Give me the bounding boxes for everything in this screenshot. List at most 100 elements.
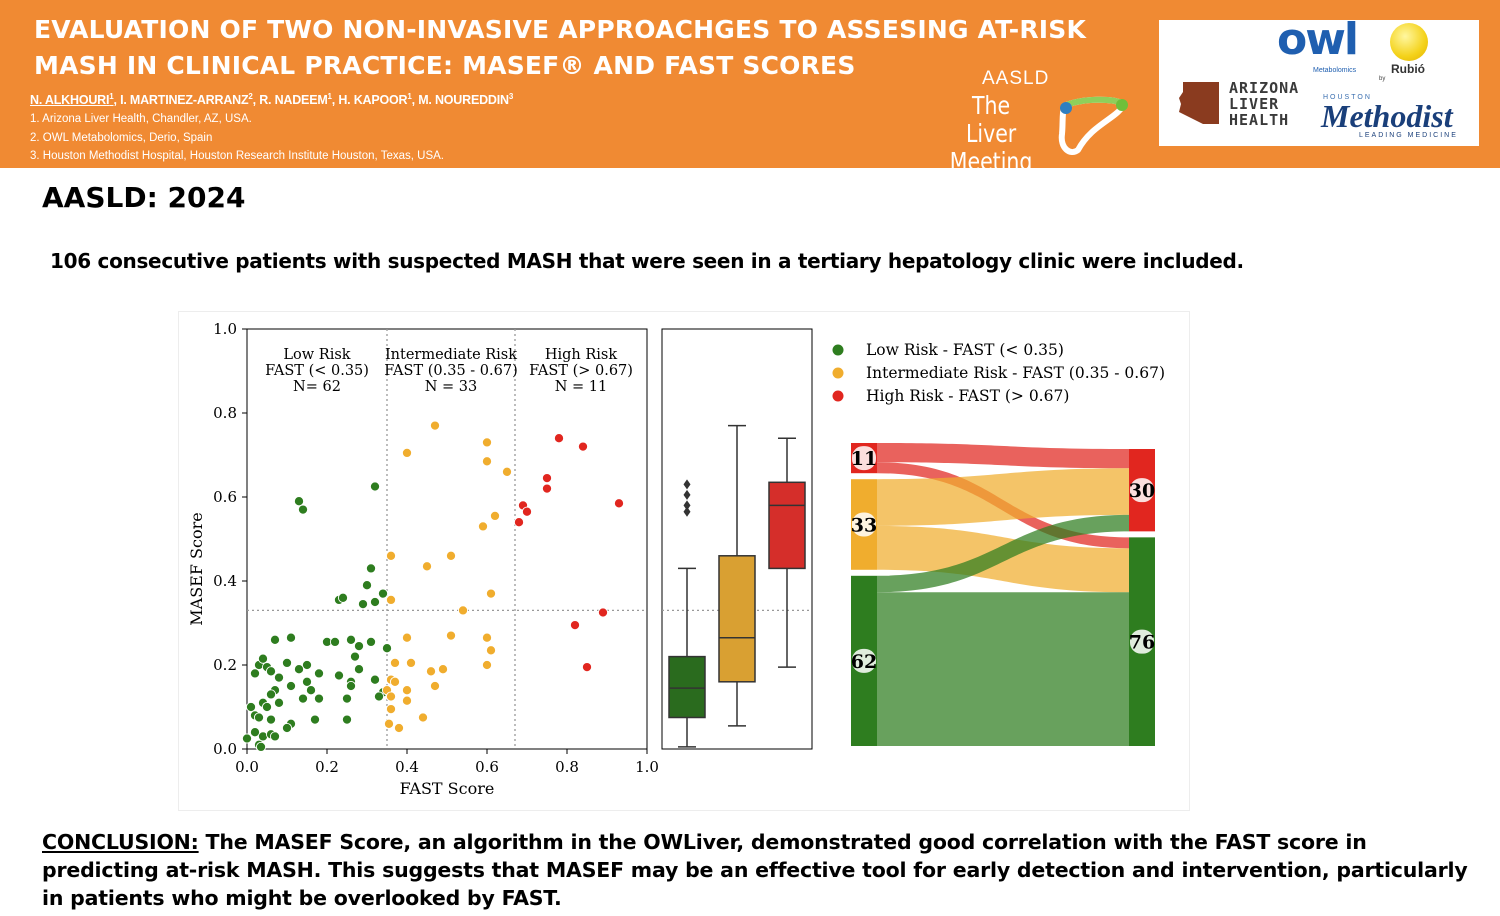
sankey-node-label: 76 xyxy=(1129,632,1155,654)
x-tick-label: 0.2 xyxy=(315,758,339,776)
sankey-flows xyxy=(877,443,1129,746)
scatter-point xyxy=(501,466,513,477)
scatter-point xyxy=(357,599,369,610)
scatter-point xyxy=(341,693,353,704)
y-axis-label: MASEF Score xyxy=(187,512,206,625)
sankey-node-label-bg xyxy=(1130,629,1154,654)
scatter-point xyxy=(261,701,273,713)
box-outlier xyxy=(683,489,691,500)
owl-subtitle: Metabolomics xyxy=(1313,67,1357,74)
series-low xyxy=(241,481,393,752)
author: R. NADEEM1 xyxy=(259,92,332,108)
scatter-point xyxy=(353,641,365,652)
scatter-point xyxy=(341,714,353,725)
affiliation: 3. Houston Methodist Hospital, Houston R… xyxy=(30,150,444,162)
region-label: FAST (0.35 - 0.67) xyxy=(384,363,518,379)
box-body xyxy=(718,555,756,683)
scatter-point xyxy=(597,607,609,618)
scatter-point xyxy=(401,685,413,696)
x-tick-label: 0.6 xyxy=(475,758,499,776)
scatter-point xyxy=(309,714,321,725)
conclusion: CONCLUSION: The MASEF Score, an algorith… xyxy=(42,828,1472,912)
scatter-point xyxy=(257,653,269,664)
scatter-point xyxy=(377,588,389,599)
region-label: Low Risk xyxy=(283,347,350,363)
region-label: N = 11 xyxy=(555,379,608,395)
scatter-point xyxy=(481,659,493,671)
rubio-logo-icon xyxy=(1390,23,1428,61)
series-high xyxy=(513,433,625,673)
region-label: N = 33 xyxy=(425,379,478,395)
poster-title: EVALUATION OF TWO NON-INVASIVE APPROACHG… xyxy=(34,15,1087,80)
sankey-flow xyxy=(877,443,1129,469)
sankey-node-label: 11 xyxy=(851,448,877,470)
legend-marker xyxy=(832,344,844,356)
scatter-point xyxy=(249,668,261,679)
scatter-point xyxy=(489,510,501,521)
x-tick-label: 0.4 xyxy=(395,758,419,776)
scatter-point xyxy=(425,666,437,677)
y-tick-label: 0.8 xyxy=(213,404,237,422)
scatter-frame xyxy=(246,328,648,750)
aasld-label: AASLD xyxy=(982,68,1050,89)
scatter-point xyxy=(365,636,377,647)
scatter-point xyxy=(389,676,401,687)
scatter-point xyxy=(437,664,449,675)
scatter-point xyxy=(457,605,469,616)
sankey-flow xyxy=(877,592,1129,746)
scatter-plot: 0.0 0.2 0.4 0.6 0.8 1.0 0.0 0.2 0.4 0.6 0.8 1.0 FAST… xyxy=(187,320,659,798)
owl-logo: owl xyxy=(1277,14,1359,65)
scatter-point xyxy=(569,620,581,631)
box-frame xyxy=(661,328,813,750)
scatter-point xyxy=(393,722,405,734)
figure-canvas: 0.0 0.2 0.4 0.6 0.8 1.0 0.0 0.2 0.4 0.6 0.8 1.0 FAST… xyxy=(187,320,1165,798)
scatter-point xyxy=(553,433,565,444)
houston-label: HOUSTON xyxy=(1323,94,1372,101)
scatter-point xyxy=(485,645,497,656)
scatter-point xyxy=(245,701,257,713)
box-low xyxy=(668,479,706,748)
sankey-node-label-bg xyxy=(852,512,876,537)
scatter-point xyxy=(249,727,261,738)
y-tick-label: 0.4 xyxy=(213,572,237,590)
results-figure: 0.0 0.2 0.4 0.6 0.8 1.0 0.0 0.2 0.4 0.6 0.8 1.0 FAST… xyxy=(178,311,1190,811)
scatter-point xyxy=(417,712,429,723)
scatter-point xyxy=(253,712,265,723)
scatter-point xyxy=(541,483,553,494)
scatter-point xyxy=(389,657,401,668)
scatter-point xyxy=(297,693,309,704)
legend: Low Risk - FAST (< 0.35) Intermediate Ris… xyxy=(832,341,1165,405)
box-intermediate xyxy=(718,424,756,727)
legend-label: Low Risk - FAST (< 0.35) xyxy=(866,341,1064,359)
y-tick-label: 0.6 xyxy=(213,488,237,506)
scatter-point xyxy=(265,714,277,725)
scatter-point xyxy=(385,704,397,715)
scatter-point xyxy=(281,657,293,668)
rubio-logo: Rubió xyxy=(1391,62,1425,76)
scatter-point xyxy=(265,689,277,700)
sankey-node-label: 33 xyxy=(851,514,877,536)
scatter-point xyxy=(297,504,309,515)
scatter-point xyxy=(381,643,393,654)
scatter-point xyxy=(373,691,385,702)
liver-meeting-logo-icon xyxy=(1058,96,1128,155)
scatter-point xyxy=(333,670,345,681)
region-label: High Risk xyxy=(545,347,618,363)
scatter-point xyxy=(255,741,267,752)
scatter-point xyxy=(477,521,489,532)
header-banner: EVALUATION OF TWO NON-INVASIVE APPROACHG… xyxy=(0,0,1500,176)
sankey-node-label-bg xyxy=(852,446,876,471)
scatter-point xyxy=(241,733,253,744)
scatter-point xyxy=(481,437,493,448)
sankey-diagram: 11 33 62 30 76 xyxy=(851,443,1155,746)
scatter-point xyxy=(481,456,493,467)
scatter-point xyxy=(273,672,285,683)
legend-label: Intermediate Risk - FAST (0.35 - 0.67) xyxy=(866,364,1165,382)
scatter-point xyxy=(401,447,413,458)
scatter-point xyxy=(613,498,625,509)
scatter-point xyxy=(345,680,357,692)
region-label: N= 62 xyxy=(293,379,341,395)
scatter-point xyxy=(385,691,397,702)
scatter-point xyxy=(305,685,317,696)
intro-text: 106 consecutive patients with suspected … xyxy=(50,249,1244,273)
